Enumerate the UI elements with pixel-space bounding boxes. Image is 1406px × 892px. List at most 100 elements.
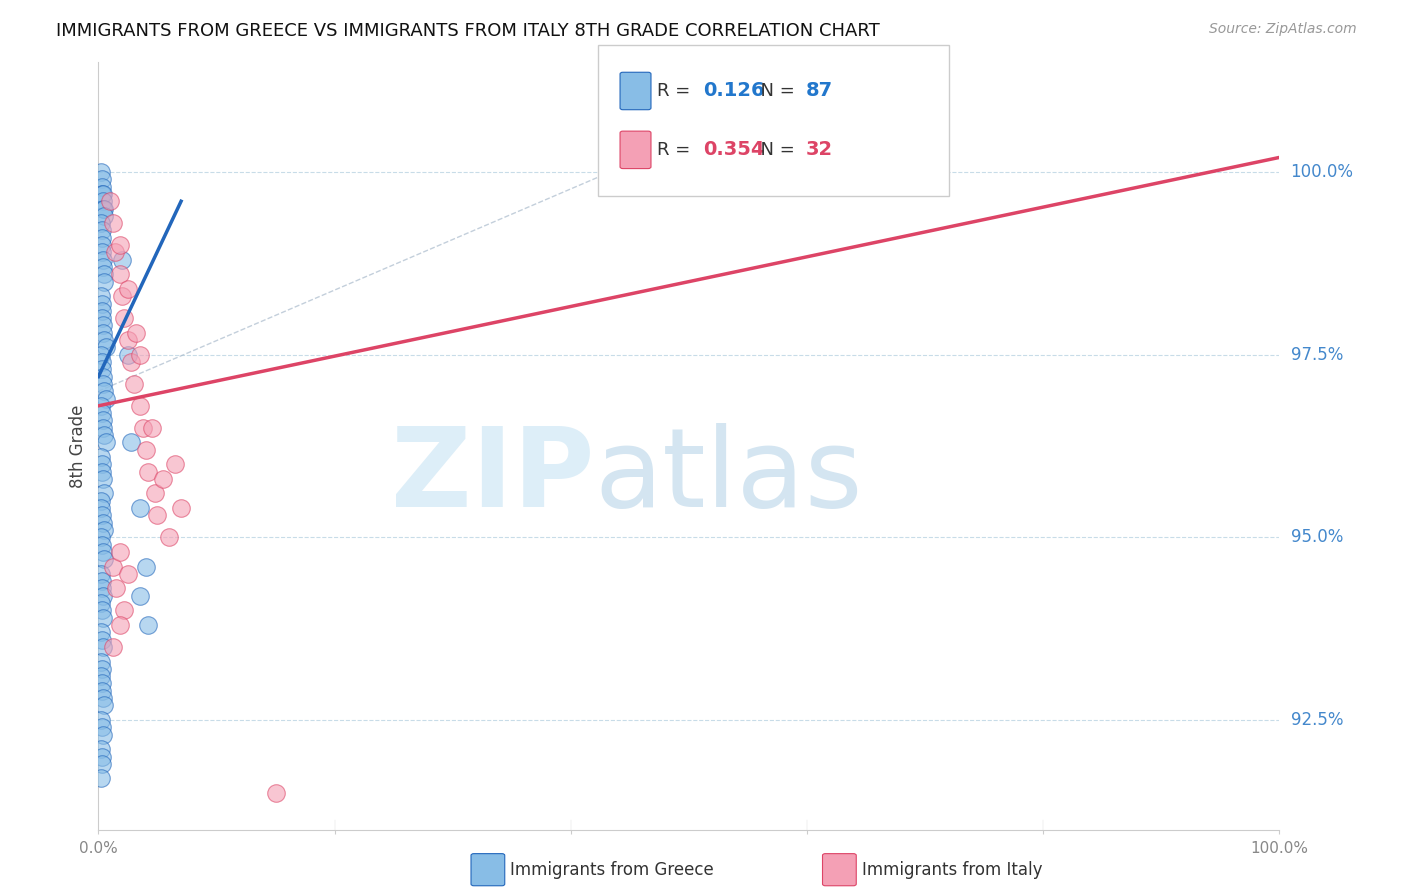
Point <box>111 252 134 267</box>
Text: 0.354: 0.354 <box>703 140 765 160</box>
Point <box>90 669 112 683</box>
Point <box>141 421 163 435</box>
Text: atlas: atlas <box>595 423 863 530</box>
Point <box>91 749 114 764</box>
Point <box>94 340 117 354</box>
Text: 0.126: 0.126 <box>703 81 765 101</box>
Point <box>93 523 115 537</box>
Point <box>122 376 145 391</box>
Point <box>146 508 169 523</box>
Point <box>136 465 159 479</box>
Point <box>91 179 114 194</box>
Point <box>91 406 114 420</box>
Point <box>135 442 157 457</box>
Point <box>90 493 112 508</box>
Point <box>101 640 124 654</box>
Point <box>93 428 115 442</box>
Point <box>91 589 114 603</box>
Point <box>143 486 166 500</box>
Point <box>91 421 114 435</box>
Point <box>101 216 124 230</box>
Point <box>93 552 115 566</box>
Point <box>91 260 114 274</box>
Point <box>90 772 112 786</box>
Point <box>93 698 115 713</box>
Point <box>91 662 114 676</box>
Point <box>98 194 121 209</box>
Point <box>117 348 139 362</box>
Point <box>91 186 114 201</box>
Point <box>91 238 114 252</box>
Point <box>112 311 135 326</box>
Point <box>135 559 157 574</box>
Point <box>152 472 174 486</box>
Point <box>90 625 112 640</box>
Text: 95.0%: 95.0% <box>1291 528 1343 546</box>
Point <box>91 296 114 310</box>
Point <box>170 501 193 516</box>
Point <box>108 545 131 559</box>
Point <box>91 545 114 559</box>
Point <box>91 326 114 340</box>
Point <box>91 355 114 369</box>
Point <box>121 435 143 450</box>
Point <box>117 566 139 581</box>
Point <box>93 333 115 347</box>
Point <box>111 289 134 303</box>
Point <box>91 610 114 624</box>
Point <box>91 311 114 326</box>
Text: ZIP: ZIP <box>391 423 595 530</box>
Point <box>91 676 114 690</box>
Point <box>91 318 114 333</box>
Point <box>165 457 187 471</box>
Point <box>93 486 115 500</box>
Point <box>91 728 114 742</box>
Point <box>91 202 114 216</box>
Point <box>91 465 114 479</box>
Text: 32: 32 <box>806 140 832 160</box>
Point <box>91 756 114 771</box>
Point <box>91 632 114 647</box>
Point <box>90 289 112 303</box>
Point <box>108 238 131 252</box>
Text: 100.0%: 100.0% <box>1291 163 1354 181</box>
Point <box>91 303 114 318</box>
Point <box>125 326 148 340</box>
Point <box>90 216 112 230</box>
Point <box>91 683 114 698</box>
Point <box>91 720 114 734</box>
Text: Source: ZipAtlas.com: Source: ZipAtlas.com <box>1209 22 1357 37</box>
Point <box>117 282 139 296</box>
Text: IMMIGRANTS FROM GREECE VS IMMIGRANTS FROM ITALY 8TH GRADE CORRELATION CHART: IMMIGRANTS FROM GREECE VS IMMIGRANTS FRO… <box>56 22 880 40</box>
Point <box>136 618 159 632</box>
Point <box>128 348 150 362</box>
Point <box>91 245 114 260</box>
Point <box>91 223 114 237</box>
Point <box>91 538 114 552</box>
Point <box>93 202 115 216</box>
Point <box>93 384 115 399</box>
Point <box>121 355 143 369</box>
Text: 87: 87 <box>806 81 832 101</box>
Point <box>90 501 112 516</box>
Point <box>128 399 150 413</box>
Point <box>91 362 114 376</box>
Point <box>91 186 114 201</box>
Point <box>93 275 115 289</box>
Point <box>91 640 114 654</box>
Point <box>90 530 112 544</box>
Point <box>105 582 128 596</box>
Point <box>91 582 114 596</box>
Point <box>91 231 114 245</box>
Text: N =: N = <box>749 141 801 159</box>
Point <box>91 516 114 530</box>
Text: N =: N = <box>749 82 801 100</box>
Point <box>91 376 114 391</box>
Point <box>91 369 114 384</box>
Point <box>101 559 124 574</box>
Point <box>90 399 112 413</box>
Point <box>91 172 114 186</box>
Point <box>90 566 112 581</box>
Point <box>90 348 112 362</box>
Point <box>117 333 139 347</box>
